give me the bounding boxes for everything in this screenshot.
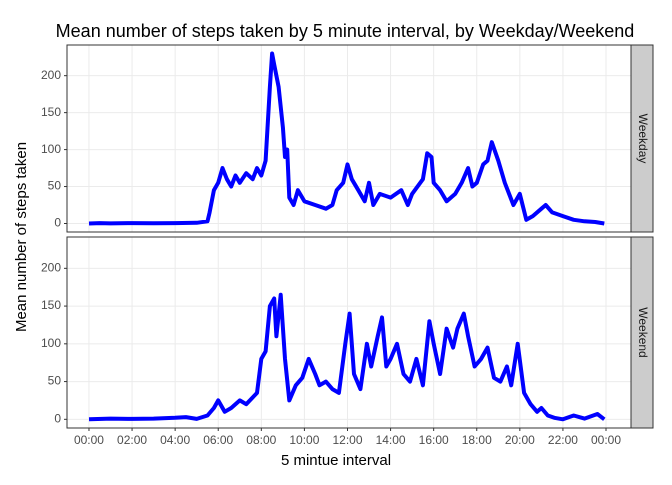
x-tick-label: 10:00 <box>289 433 319 447</box>
y-tick-label: 0 <box>54 216 61 230</box>
y-tick-label: 150 <box>41 105 61 119</box>
strip-label: Weekday <box>636 114 650 164</box>
chart-title: Mean number of steps taken by 5 minute i… <box>56 21 635 41</box>
x-tick-label: 12:00 <box>332 433 362 447</box>
x-tick-label: 22:00 <box>548 433 578 447</box>
y-tick-label: 100 <box>41 142 61 156</box>
y-tick-label: 200 <box>41 68 61 82</box>
x-tick-label: 02:00 <box>117 433 147 447</box>
x-tick-label: 06:00 <box>203 433 233 447</box>
y-tick-label: 100 <box>41 336 61 350</box>
y-tick-label: 200 <box>41 261 61 275</box>
x-tick-label: 08:00 <box>246 433 276 447</box>
y-tick-label: 150 <box>41 298 61 312</box>
data-line <box>88 51 605 226</box>
x-tick-label: 20:00 <box>505 433 535 447</box>
data-line <box>88 292 606 422</box>
y-tick-label: 50 <box>48 374 62 388</box>
x-tick-label: 14:00 <box>376 433 406 447</box>
x-tick-label: 16:00 <box>419 433 449 447</box>
x-tick-label: 00:00 <box>591 433 621 447</box>
strip <box>630 236 654 429</box>
x-tick-label: 18:00 <box>462 433 492 447</box>
y-tick-label: 50 <box>48 179 62 193</box>
strip-label: Weekend <box>636 307 650 357</box>
strip <box>630 44 654 233</box>
x-axis-label: 5 mintue interval <box>281 452 391 469</box>
x-tick-label: 04:00 <box>160 433 190 447</box>
y-axis-label: Mean number of steps taken <box>13 142 30 332</box>
x-tick-label: 00:00 <box>74 433 104 447</box>
y-tick-label: 0 <box>54 411 61 425</box>
